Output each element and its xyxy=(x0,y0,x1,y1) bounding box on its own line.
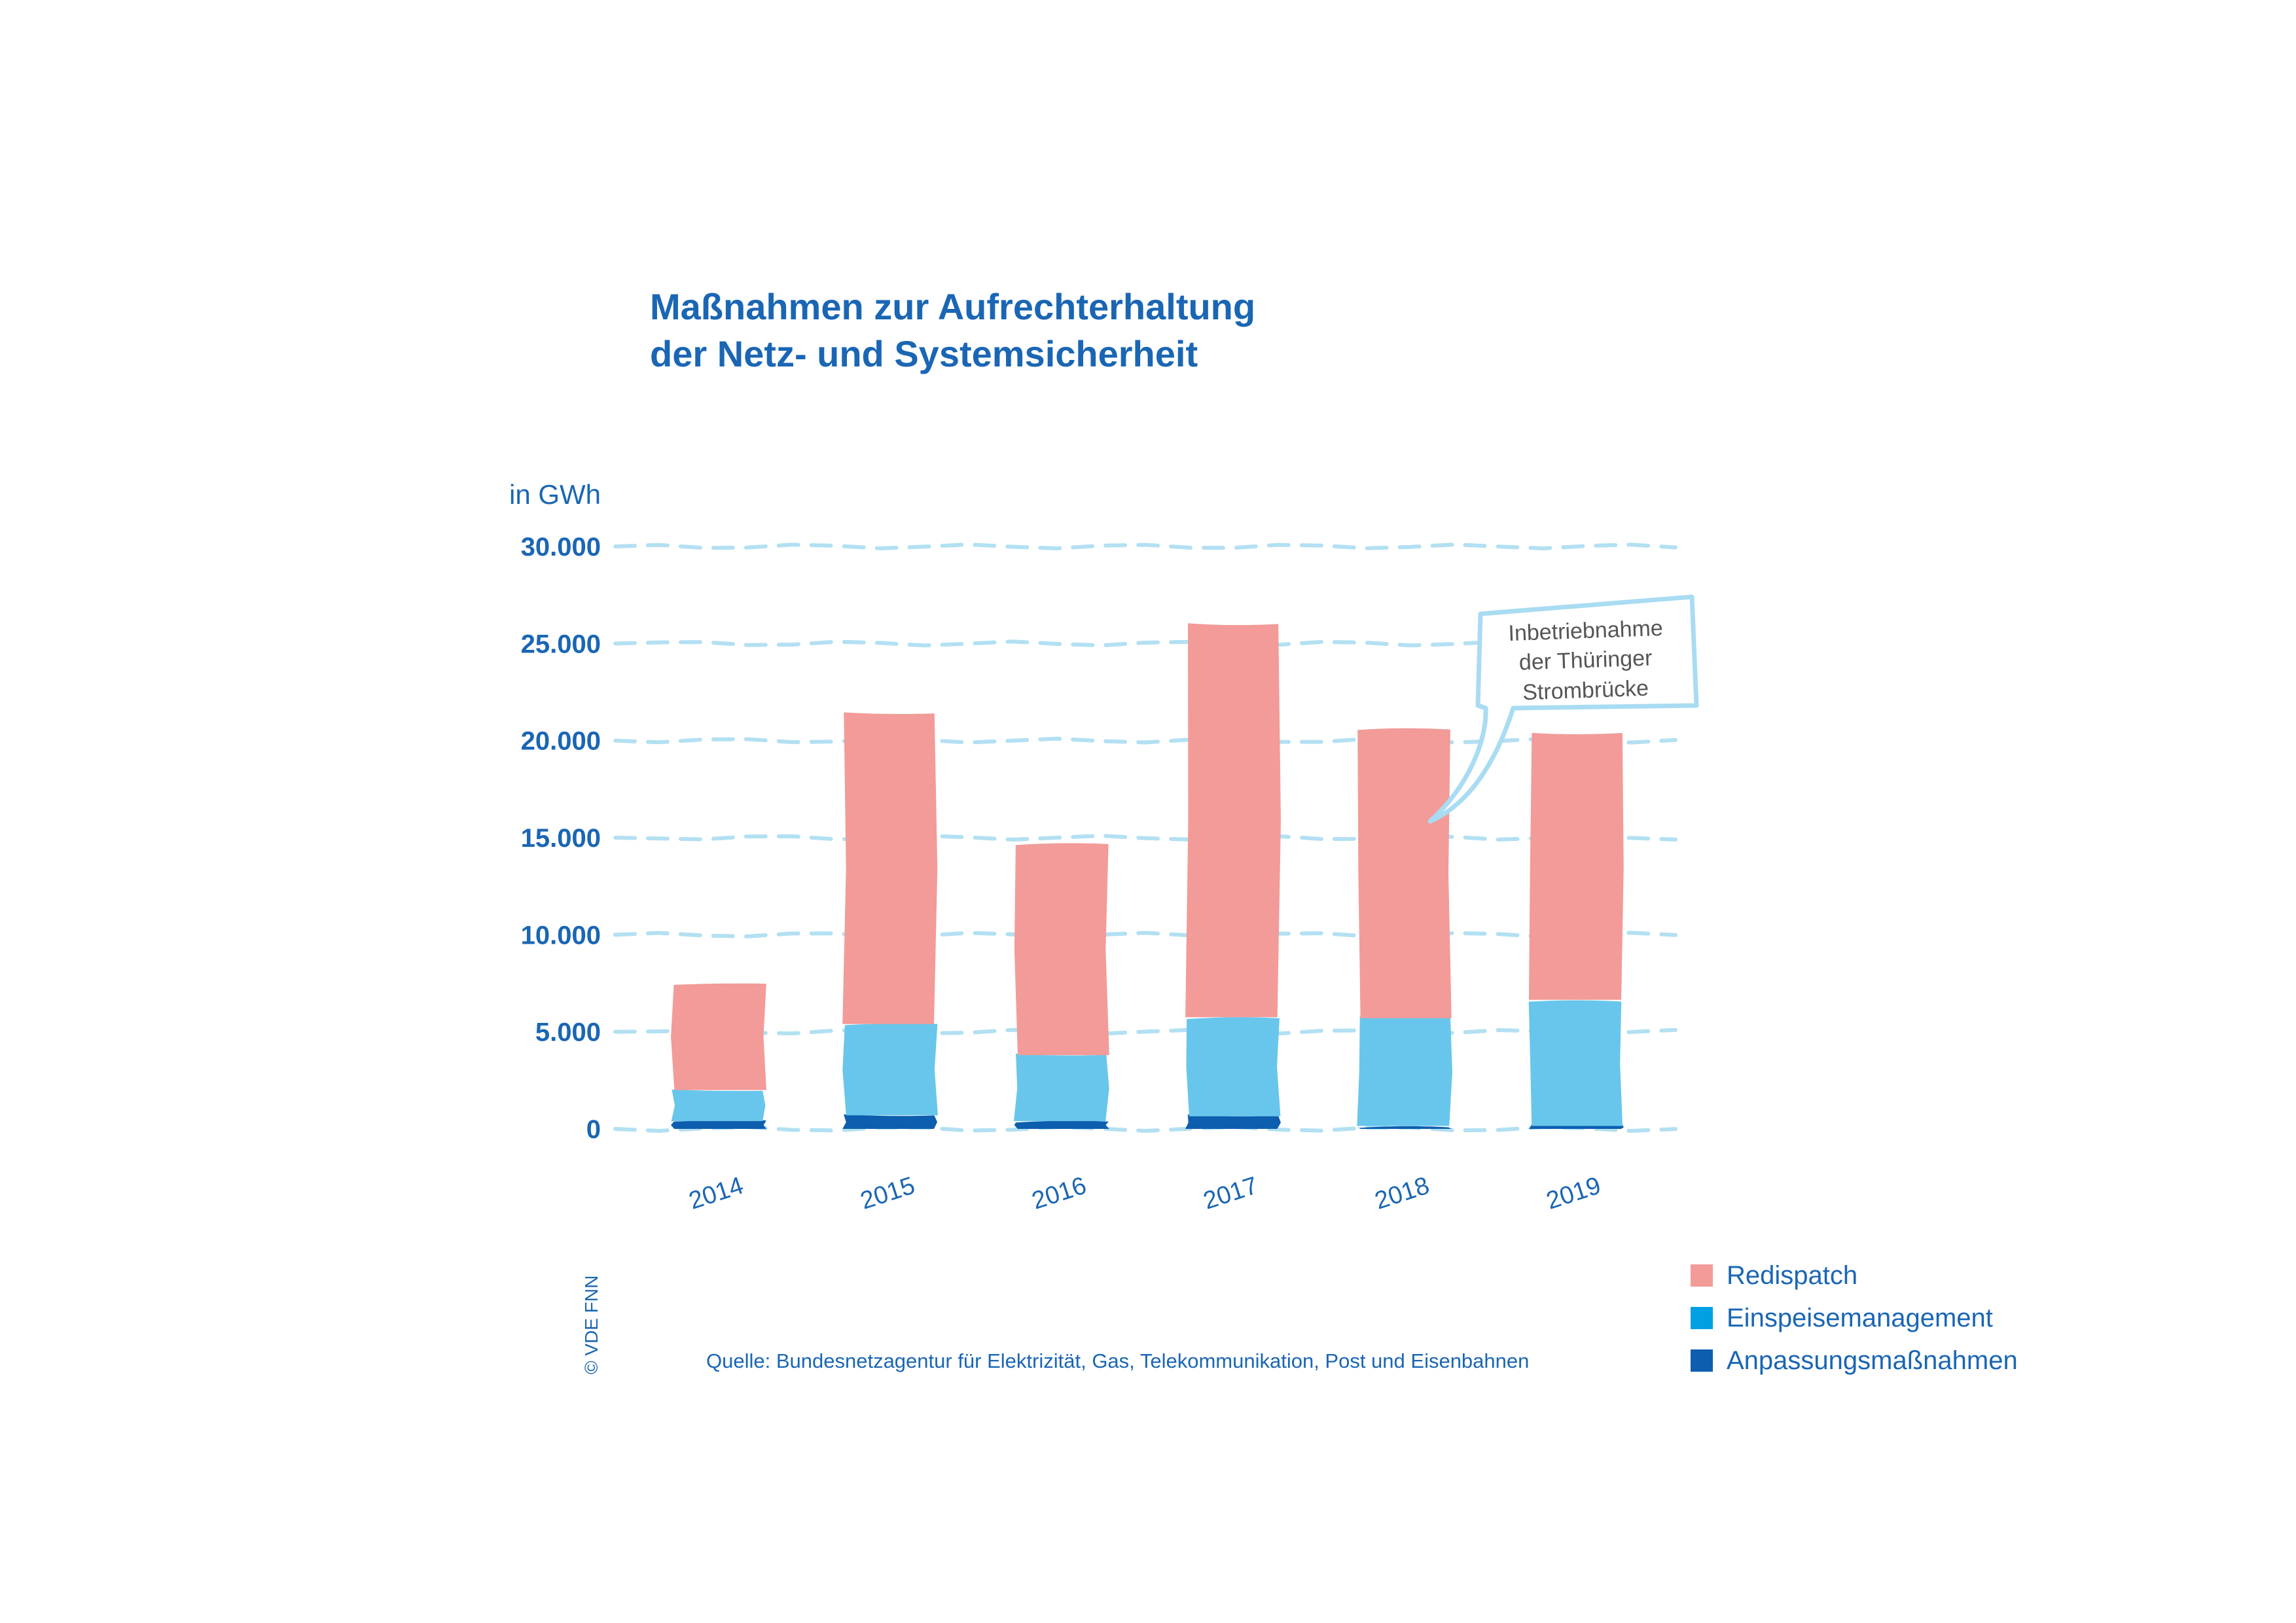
callout-line-2: der Thüringer xyxy=(1518,645,1653,675)
legend-swatch-einspeisemanagement xyxy=(1691,1307,1713,1329)
legend-label-anpassungsmassnahmen: Anpassungsmaßnahmen xyxy=(1727,1346,2018,1375)
y-tick-label: 15.000 xyxy=(521,824,601,853)
bar-anpassungsma-nahmen-2015 xyxy=(842,1114,938,1129)
bar-einspeisemanagement-2015 xyxy=(842,1023,938,1116)
gridline xyxy=(613,542,1677,551)
bar-einspeisemanagement-2017 xyxy=(1186,1017,1281,1116)
legend-label-redispatch: Redispatch xyxy=(1727,1261,1857,1290)
legend-swatch-anpassungsmassnahmen xyxy=(1691,1349,1713,1372)
chart-title-line-1: Maßnahmen zur Aufrechterhaltung xyxy=(650,286,1255,327)
copyright-note: © VDE FNN xyxy=(581,1275,601,1374)
gridline xyxy=(613,931,1677,939)
bar-anpassungsma-nahmen-2016 xyxy=(1014,1120,1109,1129)
gridline xyxy=(613,736,1677,745)
bar-einspeisemanagement-2014 xyxy=(671,1089,766,1122)
y-axis-ticks: 0 5.000 10.000 15.000 20.000 25.000 30.000 xyxy=(521,533,601,1144)
x-tick-label: 2014 xyxy=(686,1172,747,1215)
gridline xyxy=(613,833,1677,842)
y-axis-unit-label: in GWh xyxy=(509,479,601,510)
chart-title-line-2: der Netz- und Systemsicherheit xyxy=(650,333,1198,374)
bar-redispatch-2015 xyxy=(842,712,938,1024)
y-tick-label: 0 xyxy=(586,1115,601,1144)
gridline xyxy=(613,1125,1677,1133)
bar-redispatch-2017 xyxy=(1185,623,1281,1018)
legend-swatch-redispatch xyxy=(1691,1264,1713,1287)
callout-line-3: Strombrücke xyxy=(1522,676,1649,705)
bar-redispatch-2016 xyxy=(1014,843,1109,1056)
bar-einspeisemanagement-2016 xyxy=(1014,1054,1109,1122)
x-axis-ticks: 2014 2015 2016 2017 2018 2019 xyxy=(686,1172,1604,1215)
bar-redispatch-2018 xyxy=(1357,728,1452,1018)
bar-anpassungsma-nahmen-2014 xyxy=(671,1120,766,1129)
bar-anpassungsma-nahmen-2018 xyxy=(1357,1126,1452,1129)
y-tick-label: 5.000 xyxy=(535,1018,601,1047)
y-tick-label: 25.000 xyxy=(521,630,601,658)
annotation-callout: Inbetriebnahme der Thüringer Strombrücke xyxy=(1427,594,1699,824)
gridlines xyxy=(613,542,1677,1133)
x-tick-label: 2016 xyxy=(1029,1172,1090,1215)
y-tick-label: 30.000 xyxy=(521,533,601,562)
bar-anpassungsma-nahmen-2017 xyxy=(1185,1115,1281,1129)
bars xyxy=(671,623,1624,1129)
y-tick-label: 20.000 xyxy=(521,727,601,756)
x-tick-label: 2019 xyxy=(1543,1172,1604,1215)
x-tick-label: 2018 xyxy=(1372,1172,1433,1215)
legend-label-einspeisemanagement: Einspeisemanagement xyxy=(1727,1304,1993,1332)
callout-bubble xyxy=(1427,594,1699,824)
gridline xyxy=(613,1027,1677,1036)
x-tick-label: 2017 xyxy=(1200,1172,1261,1215)
callout-line-1: Inbetriebnahme xyxy=(1508,616,1663,646)
legend: Redispatch Einspeisemanagement Anpassung… xyxy=(1691,1261,2018,1375)
bar-redispatch-2014 xyxy=(671,983,766,1090)
y-tick-label: 10.000 xyxy=(521,921,601,950)
bar-einspeisemanagement-2018 xyxy=(1357,1016,1452,1126)
bar-redispatch-2019 xyxy=(1528,732,1624,1000)
bar-einspeisemanagement-2019 xyxy=(1528,1000,1623,1126)
x-tick-label: 2015 xyxy=(857,1172,918,1215)
source-note: Quelle: Bundesnetzagentur für Elektrizit… xyxy=(706,1349,1529,1372)
